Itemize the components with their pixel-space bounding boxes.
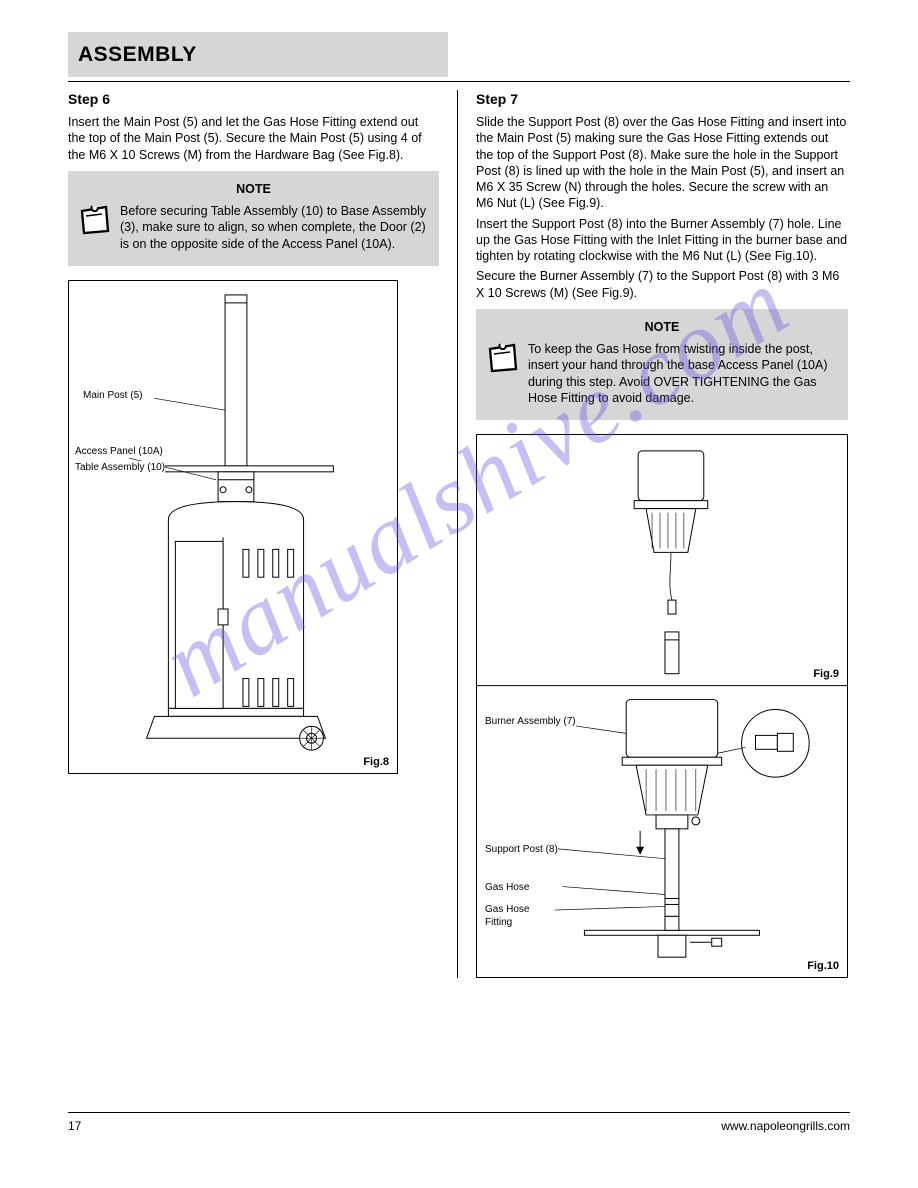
label-gas-hose-fitting: Gas Hose Fitting xyxy=(485,903,555,929)
note-title: NOTE xyxy=(78,181,429,197)
label-burner-assembly: Burner Assembly (7) xyxy=(485,715,576,728)
section-header: ASSEMBLY xyxy=(68,32,448,77)
left-column: Step 6 Insert the Main Post (5) and let … xyxy=(68,90,458,978)
right-column: Step 7 Slide the Support Post (8) over t… xyxy=(458,90,848,978)
figure-8: Main Post (5) Access Panel (10A) Table A… xyxy=(68,280,398,774)
step-6-note: NOTE Before securing Table Assembly (10)… xyxy=(68,171,439,266)
figure-10-caption: Fig.10 xyxy=(807,959,839,973)
page-number: 17 xyxy=(68,1119,81,1135)
label-table-assembly: Table Assembly (10) xyxy=(75,461,165,474)
note-text: Before securing Table Assembly (10) to B… xyxy=(120,203,429,252)
note-text-2: To keep the Gas Hose from twisting insid… xyxy=(528,341,838,406)
section-header-title: ASSEMBLY xyxy=(78,41,197,68)
note-icon xyxy=(78,203,112,241)
step-7-label: Step 7 xyxy=(476,90,848,108)
step-6-label: Step 6 xyxy=(68,90,439,108)
label-main-post: Main Post (5) xyxy=(83,389,142,402)
step-7-note: NOTE To keep the Gas Hose from twisting … xyxy=(476,309,848,420)
step-7-p3: Secure the Burner Assembly (7) to the Su… xyxy=(476,268,848,301)
footer-url: www.napoleongrills.com xyxy=(721,1119,850,1135)
note-title-2: NOTE xyxy=(486,319,838,335)
step-6-para: Insert the Main Post (5) and let the Gas… xyxy=(68,114,439,163)
figure-9-caption: Fig.9 xyxy=(813,667,839,681)
step-7-p2: Insert the Support Post (8) into the Bur… xyxy=(476,216,848,265)
figure-9-10: Fig.9 Fig.10 Burner Assembly (7) Support… xyxy=(476,434,848,978)
step-7-p1: Slide the Support Post (8) over the Gas … xyxy=(476,114,848,212)
label-support-post: Support Post (8) xyxy=(485,843,558,856)
page-footer: 17 www.napoleongrills.com xyxy=(68,1112,850,1135)
note-icon xyxy=(486,341,520,379)
header-rule xyxy=(68,81,850,82)
label-gas-hose: Gas Hose xyxy=(485,881,529,894)
label-access-panel: Access Panel (10A) xyxy=(75,445,163,458)
figure-8-caption: Fig.8 xyxy=(363,755,389,769)
